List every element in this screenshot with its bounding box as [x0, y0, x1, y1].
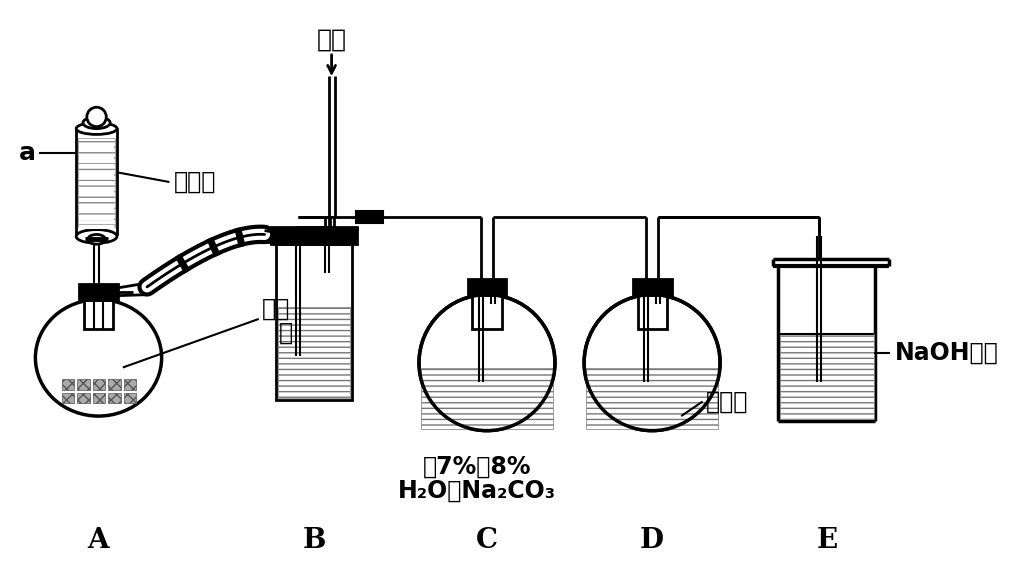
Bar: [79, 163, 114, 167]
Bar: [468, 279, 506, 295]
Bar: [780, 333, 874, 419]
Text: 浓盐酸: 浓盐酸: [174, 170, 217, 194]
Bar: [79, 190, 114, 194]
Bar: [77, 393, 89, 404]
Bar: [76, 129, 117, 235]
Bar: [79, 172, 114, 176]
Bar: [84, 299, 113, 329]
Bar: [356, 211, 383, 223]
Bar: [79, 181, 114, 185]
Bar: [277, 244, 352, 400]
Bar: [124, 379, 136, 390]
Bar: [79, 146, 114, 150]
Text: B: B: [302, 527, 325, 554]
Bar: [79, 208, 114, 211]
Ellipse shape: [76, 230, 117, 243]
Bar: [77, 379, 89, 390]
Text: 粉: 粉: [279, 320, 293, 345]
Bar: [108, 379, 121, 390]
Text: 空气: 空气: [316, 28, 347, 52]
Ellipse shape: [87, 235, 106, 244]
Bar: [473, 295, 501, 329]
Bar: [62, 393, 74, 404]
Circle shape: [86, 107, 107, 126]
Text: 含7%～8%: 含7%～8%: [423, 455, 532, 479]
Bar: [79, 216, 114, 220]
Bar: [79, 225, 114, 229]
Ellipse shape: [36, 299, 162, 416]
Circle shape: [419, 295, 555, 430]
Bar: [279, 307, 350, 397]
Bar: [79, 198, 114, 202]
Bar: [421, 367, 553, 429]
Bar: [93, 393, 106, 404]
Bar: [79, 284, 118, 299]
Bar: [638, 295, 667, 329]
Bar: [79, 155, 114, 159]
Bar: [586, 367, 718, 429]
Text: A: A: [87, 527, 109, 554]
Bar: [272, 227, 357, 244]
Text: D: D: [640, 527, 664, 554]
Text: C: C: [476, 527, 498, 554]
Ellipse shape: [83, 117, 110, 129]
Bar: [93, 379, 106, 390]
Text: 蜗馏水: 蜗馏水: [706, 390, 747, 413]
Text: E: E: [817, 527, 837, 554]
Text: NaOH溶液: NaOH溶液: [895, 341, 999, 365]
Bar: [78, 138, 115, 227]
Text: H₂O的Na₂CO₃: H₂O的Na₂CO₃: [399, 479, 556, 503]
Bar: [108, 393, 121, 404]
Bar: [633, 279, 671, 295]
Text: a: a: [18, 141, 36, 165]
Bar: [124, 393, 136, 404]
Circle shape: [584, 295, 720, 430]
Bar: [62, 379, 74, 390]
Text: 漂白: 漂白: [261, 297, 290, 321]
Ellipse shape: [76, 123, 117, 134]
